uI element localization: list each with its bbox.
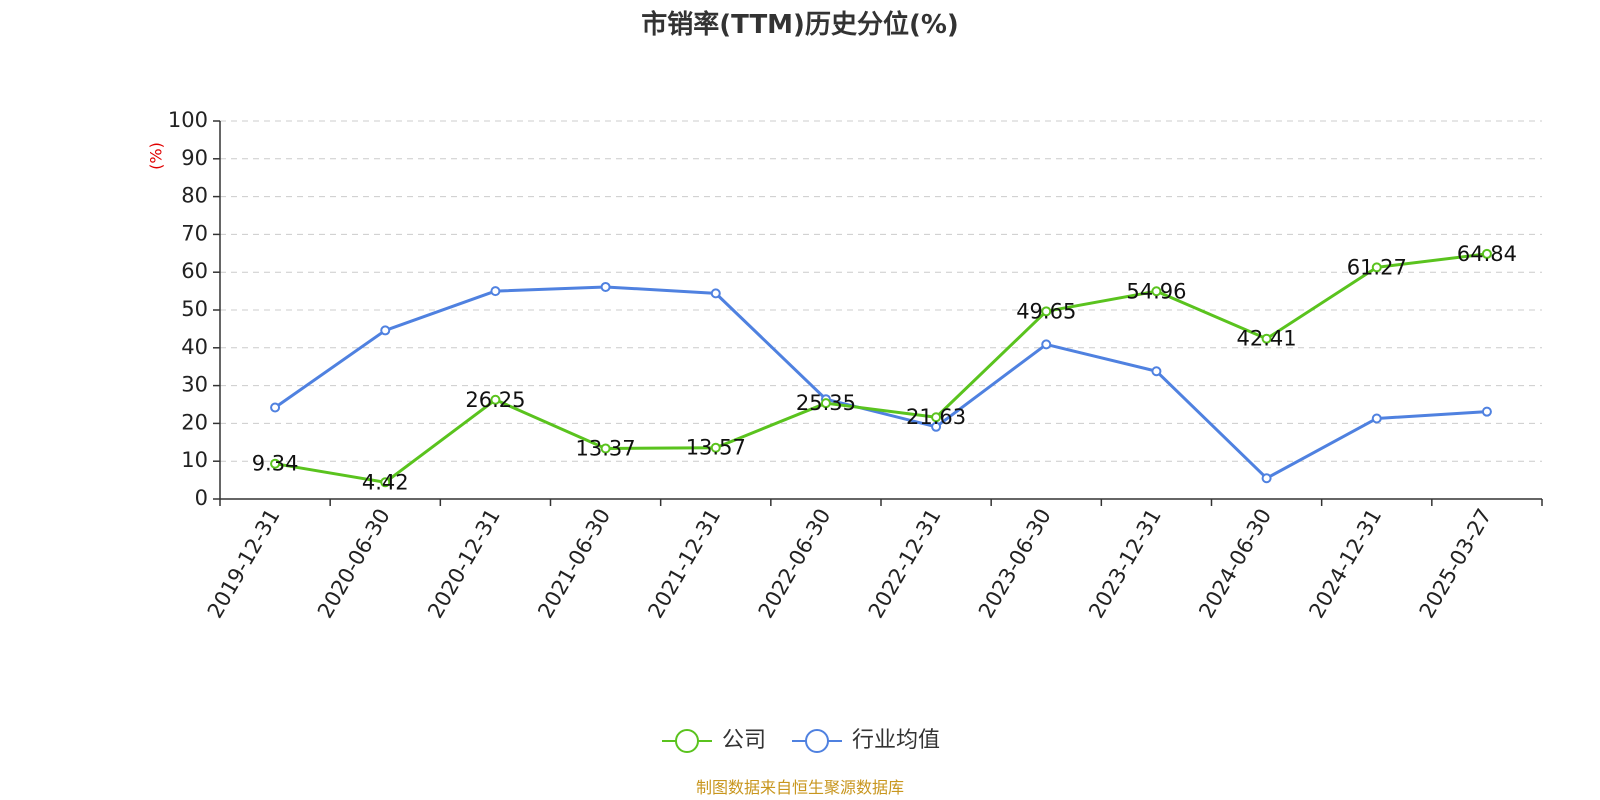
legend-item[interactable]: 公司 [662, 728, 766, 753]
series-layer [270, 248, 1492, 488]
series-line [274, 252, 1488, 484]
y-tick-label: 80 [181, 184, 208, 208]
data-point [1151, 286, 1162, 297]
x-tick-label: 2025-03-27 [1415, 505, 1497, 623]
data-point [380, 477, 391, 488]
x-tick-label: 2024-06-30 [1194, 505, 1276, 623]
chart-title: 市销率(TTM)历史分位(%) [641, 9, 959, 40]
y-axis-label: (%) [147, 142, 166, 170]
data-labels: 9.34 4.42 26.25 13.37 13.57 25.35 21.63 49.65 54… [252, 242, 1517, 494]
data-point [1371, 262, 1382, 273]
y-tick-label: 0 [195, 486, 208, 510]
x-tick-label: 2020-06-30 [313, 505, 395, 623]
data-label: 13.57 [686, 436, 746, 460]
legend[interactable]: 公司 行业均值 [662, 728, 940, 753]
data-label: 13.37 [576, 436, 636, 460]
data-point [931, 412, 942, 423]
x-tick-label: 2022-12-31 [864, 504, 946, 622]
legend-circle-icon [805, 729, 829, 753]
data-point [600, 281, 611, 292]
y-ticks: 0 10 20 30 40 50 60 70 80 90 100 [168, 108, 220, 510]
x-tick-label: 2021-12-31 [643, 505, 725, 623]
x-tick-label: 2021-06-30 [533, 505, 615, 623]
x-tick-label: 2023-12-31 [1084, 505, 1166, 623]
data-point [1261, 473, 1272, 484]
data-label: 25.35 [796, 391, 856, 415]
y-tick-label: 40 [181, 335, 208, 359]
y-tick-label: 30 [181, 373, 208, 397]
data-point [820, 398, 831, 409]
data-point [1261, 333, 1272, 344]
data-point [710, 288, 721, 299]
data-point [380, 325, 391, 336]
data-point [1481, 406, 1492, 417]
data-point [1481, 248, 1492, 259]
y-tick-label: 70 [181, 221, 208, 245]
y-tick-label: 50 [181, 297, 208, 321]
data-label: 26.25 [465, 388, 525, 412]
data-label: 61.27 [1347, 255, 1407, 279]
x-tick-label: 2019-12-31 [203, 505, 285, 623]
data-point [1041, 306, 1052, 317]
source-note: 制图数据来自恒生聚源数据库 [696, 778, 904, 797]
y-tick-label: 100 [168, 108, 208, 132]
y-tick-label: 60 [181, 259, 208, 283]
data-point [270, 402, 281, 413]
data-point [931, 421, 942, 432]
data-point [1371, 413, 1382, 424]
data-label: 42.41 [1237, 327, 1297, 351]
y-tick-label: 20 [181, 410, 208, 434]
data-label: 49.65 [1016, 299, 1076, 323]
data-label: 4.42 [362, 470, 409, 494]
y-tick-label: 90 [181, 146, 208, 170]
legend-label: 行业均值 [852, 728, 940, 753]
legend-circle-icon [675, 729, 699, 753]
legend-label: 公司 [722, 728, 766, 753]
data-label: 54.96 [1126, 279, 1186, 303]
x-tick-label: 2020-12-31 [423, 504, 505, 622]
data-label: 64.84 [1457, 242, 1517, 266]
legend-item[interactable]: 行业均值 [792, 728, 940, 753]
data-label: 9.34 [252, 452, 299, 476]
data-label: 21.63 [906, 405, 966, 429]
grid [220, 120, 1542, 462]
data-point [710, 442, 721, 453]
x-tick-label: 2022-06-30 [754, 505, 836, 623]
data-point [490, 394, 501, 405]
x-ticks: 2019-12-31 2020-06-30 2020-12-31 2021-06-30… [203, 499, 1543, 623]
y-tick-label: 10 [181, 448, 208, 472]
data-point [1151, 366, 1162, 377]
x-tick-label: 2024-12-31 [1304, 505, 1386, 623]
x-tick-label: 2023-06-30 [974, 505, 1056, 623]
data-point [490, 286, 501, 297]
series-line [274, 285, 1488, 480]
data-point [1041, 339, 1052, 350]
data-point [270, 458, 281, 469]
data-point [600, 443, 611, 454]
